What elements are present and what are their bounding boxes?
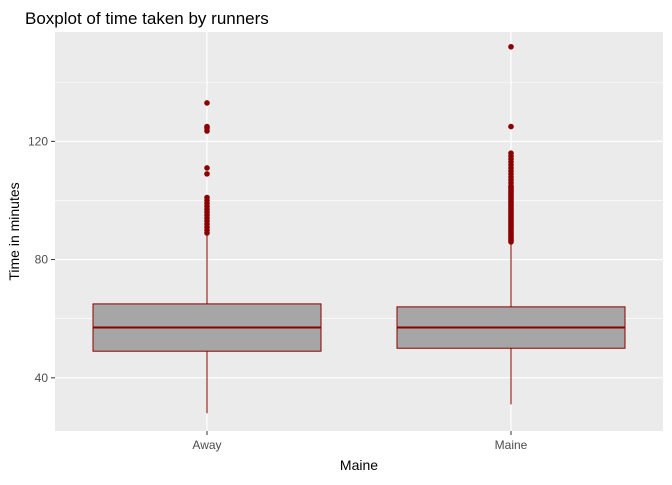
- plot-panel: [55, 32, 663, 431]
- grid-lines: [55, 32, 663, 431]
- outlier-point: [204, 100, 210, 106]
- outlier-point: [204, 165, 210, 171]
- chart-title: Boxplot of time taken by runners: [25, 9, 269, 28]
- outlier-point: [204, 123, 210, 130]
- outlier-point: [204, 171, 210, 177]
- boxes: [92, 43, 626, 414]
- outlier-point: [508, 150, 514, 156]
- y-axis-label: Time in minutes: [6, 182, 22, 280]
- x-tick-label: Maine: [495, 438, 528, 452]
- x-axis-label: Maine: [340, 457, 378, 473]
- x-tick-label: Away: [192, 438, 221, 452]
- outlier-point: [508, 43, 514, 50]
- axes: 40 80 120 Away Maine: [28, 134, 528, 452]
- outlier-point: [508, 123, 514, 130]
- box-group-away: [92, 100, 322, 414]
- outlier-point: [204, 194, 210, 201]
- y-tick-label: 120: [28, 134, 48, 148]
- box-group-maine: [396, 43, 626, 405]
- y-tick-label: 40: [35, 371, 49, 385]
- y-tick-label: 80: [35, 253, 49, 267]
